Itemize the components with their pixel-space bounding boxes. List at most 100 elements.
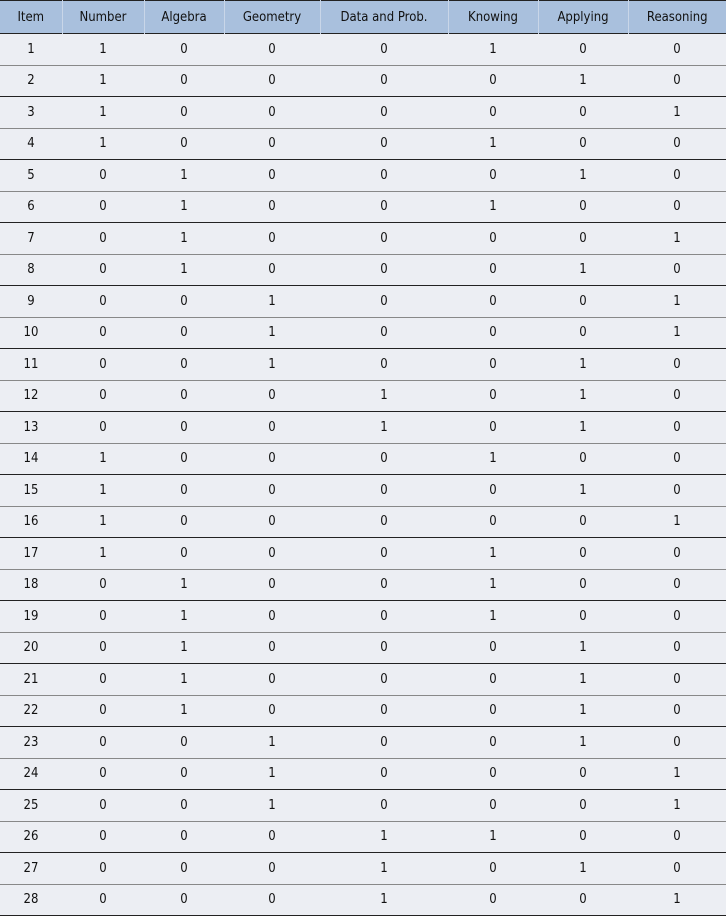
table-cell: 1 — [268, 734, 276, 750]
table-row: 20 0 1 0 0 0 1 0 — [0, 632, 726, 664]
table-cell: 1 — [180, 640, 188, 656]
table-cell: 0 — [380, 671, 388, 687]
table-cell: 0 — [180, 325, 188, 341]
table-cell: 1 — [99, 136, 107, 152]
table-cell: 0 — [489, 167, 497, 183]
table-cell: 1 — [380, 388, 388, 404]
table-cell: 1 — [579, 388, 587, 404]
table-cell: 0 — [579, 451, 587, 467]
table-cell: 1 — [180, 608, 188, 624]
table-cell: 0 — [489, 230, 497, 246]
table-cell: 1 — [380, 829, 388, 845]
table-cell: 20 — [23, 640, 39, 656]
table-cell: 0 — [673, 419, 681, 435]
table-cell: 0 — [579, 829, 587, 845]
table-cell: 15 — [23, 482, 39, 498]
table-cell: 0 — [579, 892, 587, 908]
table-row: 22 0 1 0 0 0 1 0 — [0, 695, 726, 727]
table-cell: 0 — [673, 829, 681, 845]
table-row: 26 0 0 0 1 1 0 0 — [0, 821, 726, 853]
table-cell: 1 — [489, 829, 497, 845]
table-cell: 0 — [268, 199, 276, 215]
table-row: 21 0 1 0 0 0 1 0 — [0, 664, 726, 695]
table-cell: 0 — [380, 230, 388, 246]
table-cell: 0 — [268, 482, 276, 498]
table-row: 27 0 0 0 1 0 1 0 — [0, 853, 726, 884]
table-cell: 5 — [27, 167, 35, 183]
table-cell: 10 — [23, 325, 39, 341]
table-cell: 0 — [180, 388, 188, 404]
table-cell: 0 — [99, 797, 107, 813]
table-cell: 11 — [23, 356, 39, 372]
table-cell: 0 — [99, 325, 107, 341]
table-cell: 0 — [99, 419, 107, 435]
table-cell: 0 — [99, 262, 107, 278]
table-cell: 1 — [489, 608, 497, 624]
table-cell: 1 — [27, 41, 35, 57]
table-cell: 1 — [579, 860, 587, 876]
table-row: 4 1 0 0 0 1 0 0 — [0, 128, 726, 160]
table-row: 28 0 0 0 1 0 0 1 — [0, 884, 726, 916]
table-cell: 0 — [180, 41, 188, 57]
table-cell: 0 — [180, 514, 188, 530]
table-cell: 1 — [489, 545, 497, 561]
table-cell: 0 — [99, 577, 107, 593]
table-cell: 23 — [23, 734, 39, 750]
table-cell: 1 — [673, 514, 681, 530]
column-header: Data and Prob. — [319, 0, 448, 34]
table-cell: 1 — [380, 892, 388, 908]
table-cell: 1 — [579, 419, 587, 435]
table-cell: 0 — [380, 451, 388, 467]
table-row: 12 0 0 0 1 0 1 0 — [0, 380, 726, 412]
table-cell: 0 — [489, 73, 497, 89]
table-cell: 0 — [489, 104, 497, 120]
table-row: 1 1 0 0 0 1 0 0 — [0, 34, 726, 65]
table-cell: 0 — [380, 608, 388, 624]
table-cell: 1 — [99, 73, 107, 89]
table-cell: 0 — [489, 766, 497, 782]
table-cell: 1 — [180, 577, 188, 593]
table-cell: 0 — [673, 167, 681, 183]
table-cell: 1 — [673, 104, 681, 120]
table-cell: 1 — [99, 104, 107, 120]
table-row: 9 0 0 1 0 0 0 1 — [0, 286, 726, 317]
table-row: 25 0 0 1 0 0 0 1 — [0, 790, 726, 821]
table-cell: 0 — [489, 860, 497, 876]
table-cell: 24 — [23, 766, 39, 782]
table-cell: 0 — [579, 199, 587, 215]
table-cell: 0 — [99, 293, 107, 309]
table-cell: 0 — [673, 388, 681, 404]
table-cell: 1 — [579, 482, 587, 498]
table-cell: 1 — [489, 41, 497, 57]
table-cell: 0 — [673, 199, 681, 215]
table-cell: 0 — [99, 199, 107, 215]
table-cell: 0 — [673, 703, 681, 719]
table-cell: 0 — [268, 608, 276, 624]
table-cell: 0 — [673, 608, 681, 624]
table-cell: 0 — [180, 293, 188, 309]
table-cell: 0 — [579, 136, 587, 152]
table-cell: 0 — [180, 734, 188, 750]
table-cell: 12 — [23, 388, 39, 404]
table-cell: 0 — [489, 388, 497, 404]
table-cell: 0 — [489, 671, 497, 687]
table-cell: 0 — [180, 829, 188, 845]
table-cell: 1 — [99, 514, 107, 530]
table-cell: 0 — [268, 640, 276, 656]
table-cell: 0 — [489, 734, 497, 750]
table-cell: 0 — [180, 104, 188, 120]
table-cell: 0 — [579, 545, 587, 561]
table-cell: 1 — [268, 356, 276, 372]
table-cell: 0 — [380, 514, 388, 530]
column-header: Knowing — [447, 0, 538, 34]
table-cell: 0 — [489, 640, 497, 656]
table-cell: 0 — [673, 262, 681, 278]
table-cell: 0 — [489, 703, 497, 719]
table-cell: 0 — [579, 608, 587, 624]
table-cell: 1 — [99, 41, 107, 57]
table-cell: 0 — [268, 104, 276, 120]
table-cell: 0 — [380, 577, 388, 593]
table-cell: 0 — [99, 671, 107, 687]
column-header: Number — [61, 0, 144, 34]
table-cell: 0 — [489, 419, 497, 435]
